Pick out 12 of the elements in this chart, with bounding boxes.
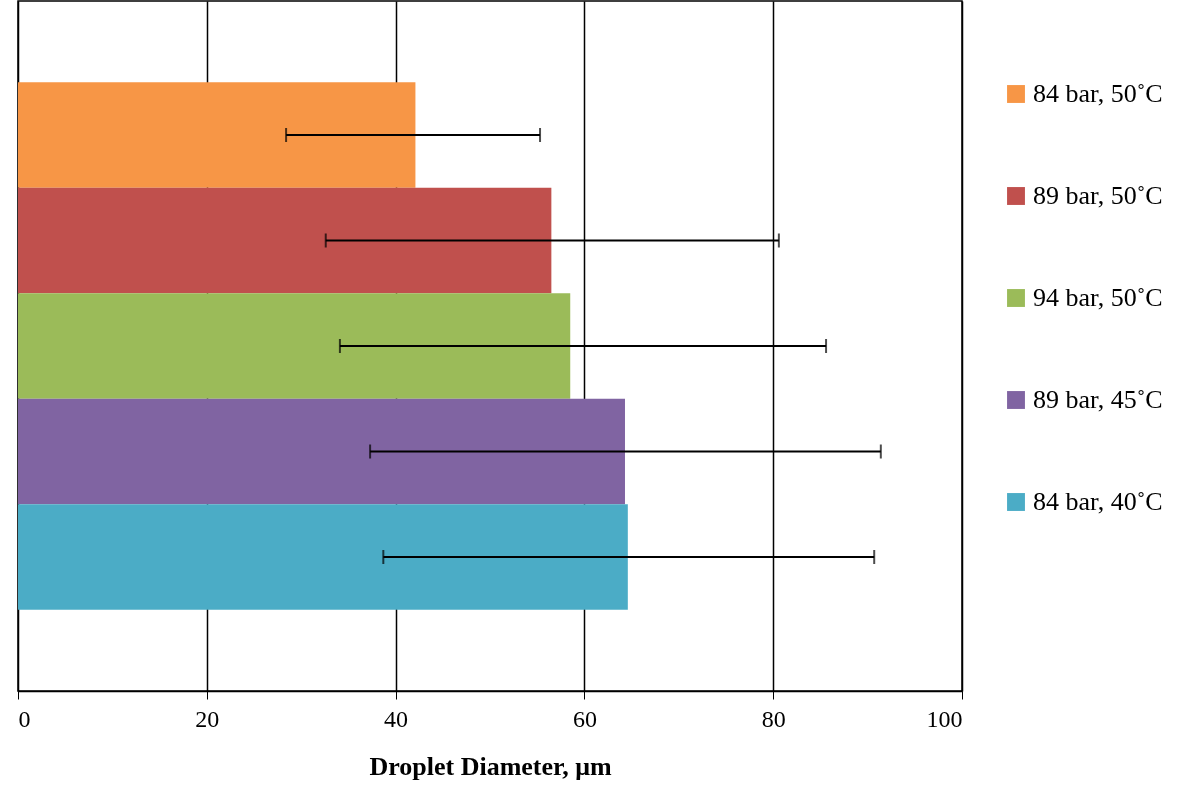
legend-label: 89 bar, 45˚C	[1033, 385, 1163, 414]
x-tick-label: 80	[761, 705, 786, 732]
legend-label: 94 bar, 50˚C	[1033, 283, 1163, 312]
legend-label: 84 bar, 50˚C	[1033, 79, 1163, 108]
x-tick-label: 100	[926, 705, 963, 732]
legend-label: 84 bar, 40˚C	[1033, 487, 1163, 516]
x-tick-label: 0	[18, 705, 31, 732]
legend-label: 89 bar, 50˚C	[1033, 181, 1163, 210]
x-tick-label: 60	[572, 705, 597, 732]
x-axis-title: Droplet Diameter, μm	[369, 751, 612, 781]
x-tick-label: 20	[195, 705, 220, 732]
x-tick-label: 40	[384, 705, 409, 732]
